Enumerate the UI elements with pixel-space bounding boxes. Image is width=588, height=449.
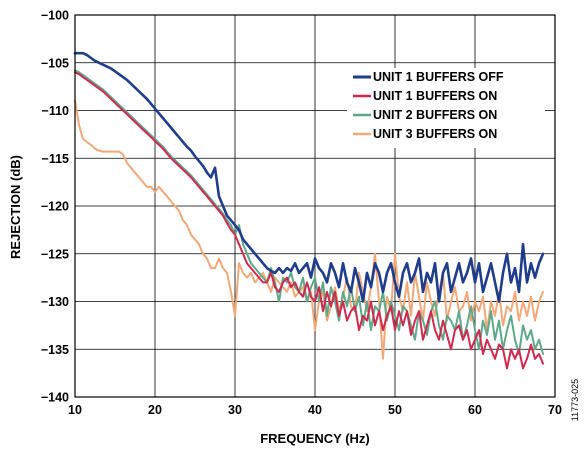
x-tick-label: 40: [308, 403, 322, 417]
y-tick-label: −135: [41, 343, 69, 357]
series-layer: [73, 51, 545, 370]
plot-frame: [74, 14, 556, 398]
y-tick-label: −105: [41, 56, 69, 70]
y-axis-title: REJECTION (dB): [8, 155, 23, 259]
x-tick-labels: 10 20 30 40 50 60 70: [68, 403, 562, 417]
x-tick-label: 70: [548, 403, 562, 417]
x-tick-label: 30: [228, 403, 242, 417]
y-tick-label: −110: [42, 104, 70, 118]
y-tick-label: −100: [41, 9, 69, 23]
legend-label: UNIT 1 BUFFERS OFF: [373, 70, 504, 84]
series-line-1: [73, 51, 545, 303]
x-tick-label: 20: [148, 403, 162, 417]
x-tick-label: 60: [468, 403, 482, 417]
y-tick-label: −140: [41, 391, 69, 405]
legend-background: [347, 68, 545, 148]
legend-label: UNIT 3 BUFFERS ON: [373, 127, 497, 141]
x-tick-label: 50: [388, 403, 402, 417]
y-tick-label: −120: [41, 200, 69, 214]
series-line-2: [74, 71, 544, 370]
legend-label: UNIT 2 BUFFERS ON: [373, 108, 497, 122]
x-tick-label: 10: [68, 403, 82, 417]
x-axis-title: FREQUENCY (Hz): [260, 431, 370, 446]
y-tick-label: −125: [41, 247, 69, 261]
legend-label: UNIT 1 BUFFERS ON: [373, 89, 497, 103]
y-tick-label: −130: [41, 295, 69, 309]
legend: UNIT 1 BUFFERS OFF UNIT 1 BUFFERS ON UNIT …: [347, 68, 545, 148]
figure-id: 11773-025: [570, 379, 580, 421]
y-tick-label: −115: [42, 152, 70, 166]
y-tick-labels: −100 −105 −110 −115 −120 −125 −130 −135 −140: [41, 9, 69, 405]
